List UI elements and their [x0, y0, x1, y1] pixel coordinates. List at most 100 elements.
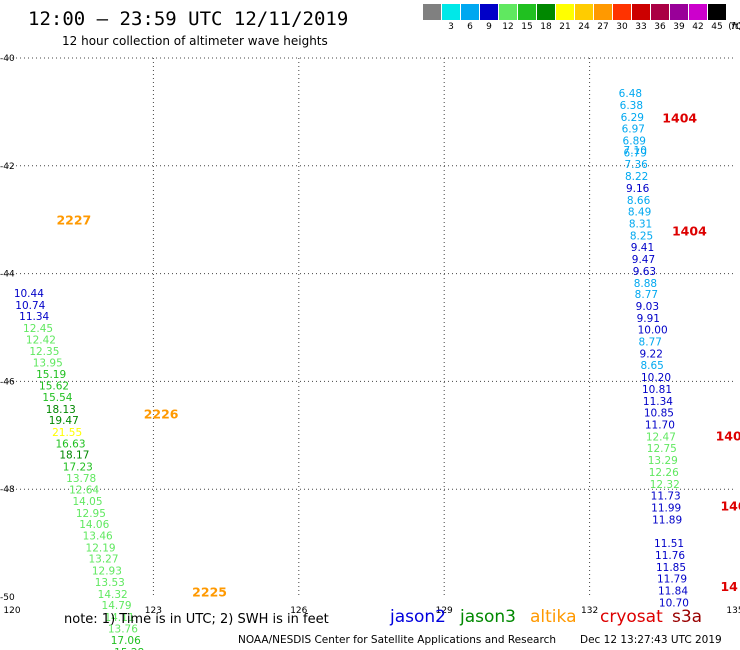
wave-height-label: 16.63	[55, 438, 85, 450]
colorbar-label: 15	[521, 22, 533, 32]
colorbar-swatch	[461, 4, 480, 20]
page-subtitle: 12 hour collection of altimeter wave hei…	[62, 34, 328, 48]
wave-height-label: 11.76	[655, 550, 685, 562]
wave-height-label: 10.74	[15, 300, 45, 312]
colorbar-unit: (ft)	[728, 22, 740, 32]
wave-height-label: 10.85	[644, 408, 674, 420]
wave-height-label: 8.65	[640, 360, 663, 372]
timestamp-text: Dec 12 13:27:43 UTC 2019	[580, 634, 722, 646]
wave-height-label: 9.63	[633, 266, 656, 278]
legend-entry-jason3: jason3	[460, 607, 516, 627]
colorbar-swatch	[518, 4, 537, 20]
pass-number-label: 1402	[720, 498, 740, 513]
wave-height-label: 9.16	[626, 183, 650, 195]
lat-tick-label: -40	[0, 54, 15, 64]
colorbar-label: 12	[502, 22, 514, 32]
colorbar-swatch	[442, 4, 461, 20]
wave-height-label: 8.66	[627, 195, 651, 207]
legend-entry-cryosat: cryosat	[600, 607, 663, 627]
wave-height-label: 6.89	[623, 135, 646, 147]
colorbar-label: 70	[730, 22, 740, 32]
colorbar-swatch	[556, 4, 575, 20]
wave-height-label: 11.70	[645, 420, 675, 432]
wave-height-label: 21.55	[52, 427, 82, 439]
pass-number-label: 1403	[716, 428, 740, 443]
wave-height-label: 12.47	[646, 431, 676, 443]
wave-height-label: 8.31	[629, 218, 652, 230]
wave-height-label: 12.35	[29, 346, 59, 358]
wave-height-label: 14.79	[102, 600, 132, 612]
wave-height-label: 14.05	[72, 496, 102, 508]
wave-height-label: 11.34	[643, 396, 673, 408]
wave-height-label: 10.44	[14, 288, 44, 300]
colorbar-swatch	[613, 4, 632, 20]
lon-tick-label: 132	[581, 606, 598, 616]
colorbar-swatch	[708, 4, 727, 20]
wave-height-label: 13.46	[83, 531, 113, 543]
lat-tick-label: -50	[0, 593, 15, 603]
wave-height-label: 12.32	[650, 479, 680, 491]
units-note: note: 1) Time is in UTC; 2) SWH is in fe…	[64, 612, 329, 627]
wave-height-label: 11.85	[656, 562, 686, 574]
wave-height-label: 11.89	[652, 514, 682, 526]
lon-tick-label: 129	[436, 606, 453, 616]
wave-height-label: 6.48	[619, 88, 642, 100]
colorbar-swatch	[423, 4, 442, 20]
wave-height-label: 8.49	[628, 207, 651, 219]
colorbar-swatch	[594, 4, 613, 20]
wave-height-label: 12.45	[23, 323, 53, 335]
wave-height-label: 13.78	[66, 473, 96, 485]
wave-height-label: 13.95	[33, 358, 63, 370]
colorbar-label: 39	[673, 22, 685, 32]
pass-number-label: 2226	[144, 407, 179, 422]
wave-height-label: 10.00	[638, 325, 668, 337]
wave-height-label: 12.42	[26, 334, 56, 346]
colorbar-swatch	[537, 4, 556, 20]
colorbar-swatch	[651, 4, 670, 20]
wave-height-label: 15.62	[39, 381, 69, 393]
wave-height-colorbar	[423, 4, 727, 20]
wave-height-label: 9.03	[636, 301, 659, 313]
wave-height-label: 12.19	[86, 542, 116, 554]
colorbar-swatch	[575, 4, 594, 20]
wave-height-label: 9.22	[640, 348, 663, 360]
wave-height-label: 10.20	[641, 372, 671, 384]
colorbar-label: 36	[654, 22, 666, 32]
wave-height-label: 7.36	[624, 159, 648, 171]
wave-height-label: 10.81	[642, 384, 672, 396]
colorbar-swatch	[480, 4, 499, 20]
wave-height-label: 9.91	[637, 313, 660, 325]
wave-height-label: 6.29	[621, 112, 644, 124]
colorbar-label: 21	[559, 22, 571, 32]
wave-height-label: 18.17	[59, 450, 89, 462]
colorbar-swatch	[689, 4, 708, 20]
colorbar-label: 45	[711, 22, 723, 32]
colorbar-label: 33	[635, 22, 647, 32]
colorbar-label: 9	[486, 22, 492, 32]
wave-height-label: 13.29	[648, 455, 678, 467]
wave-height-label: 6.38	[620, 100, 643, 112]
wave-height-label: 19.47	[49, 415, 79, 427]
wave-height-label: 12.64	[69, 485, 99, 497]
lat-tick-label: -46	[0, 377, 15, 387]
wave-height-label: 17.06	[111, 635, 141, 647]
lon-tick-label: 120	[3, 606, 20, 616]
pass-number-label: 2225	[192, 585, 227, 600]
colorbar-label: 30	[616, 22, 628, 32]
wave-height-label: 13.27	[88, 554, 118, 566]
page-title: 12:00 – 23:59 UTC 12/11/2019	[28, 8, 349, 30]
wave-height-label: 13.53	[95, 577, 125, 589]
wave-height-label: 9.41	[631, 242, 654, 254]
wave-height-label: 8.77	[635, 289, 658, 301]
credit-text: NOAA/NESDIS Center for Satellite Applica…	[238, 634, 556, 646]
wave-height-label: 8.25	[630, 230, 653, 242]
wave-height-label: 17.23	[63, 462, 93, 474]
wave-height-label: 15.28	[114, 647, 144, 650]
wave-height-label: 6.97	[622, 124, 645, 136]
wave-height-label: 12.26	[649, 467, 679, 479]
lat-tick-label: -48	[0, 485, 15, 495]
colorbar-swatch	[670, 4, 689, 20]
lon-tick-label: 135	[726, 606, 740, 616]
pass-number-label: 2227	[56, 213, 91, 228]
